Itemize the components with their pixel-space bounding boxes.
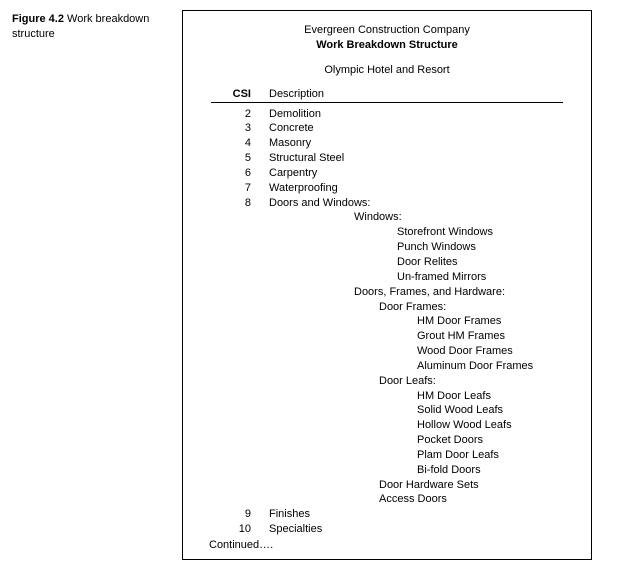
- doc-title: Work Breakdown Structure: [201, 38, 573, 53]
- table-row: 7Waterproofing: [211, 181, 563, 196]
- figure-box: Evergreen Construction Company Work Brea…: [182, 10, 592, 560]
- table-row: 10Specialties: [211, 522, 563, 537]
- caption-label: Figure 4.2: [12, 13, 64, 25]
- company-name: Evergreen Construction Company: [201, 23, 573, 38]
- table-row: Punch Windows: [211, 240, 563, 255]
- table-row: Bi-fold Doors: [211, 463, 563, 478]
- table-row: Door Frames:: [211, 300, 563, 315]
- table-row: Aluminum Door Frames: [211, 359, 563, 374]
- table-row: Pocket Doors: [211, 433, 563, 448]
- table-row: 4Masonry: [211, 136, 563, 151]
- table-row: Door Hardware Sets: [211, 478, 563, 493]
- wbs-rows: 2Demolition 3Concrete 4Masonry 5Structur…: [211, 107, 563, 537]
- table-row: 3Concrete: [211, 121, 563, 136]
- table-row: Plam Door Leafs: [211, 448, 563, 463]
- doc-header: Evergreen Construction Company Work Brea…: [201, 23, 573, 78]
- table-row: Grout HM Frames: [211, 329, 563, 344]
- col-csi: CSI: [211, 88, 269, 100]
- table-row: Un-framed Mirrors: [211, 270, 563, 285]
- table-row: HM Door Leafs: [211, 389, 563, 404]
- project-name: Olympic Hotel and Resort: [201, 63, 573, 78]
- table-row: 9Finishes: [211, 507, 563, 522]
- table-row: 2Demolition: [211, 107, 563, 122]
- figure-caption: Figure 4.2 Work breakdown structure: [12, 10, 182, 560]
- table-row: 5Structural Steel: [211, 151, 563, 166]
- page: Figure 4.2 Work breakdown structure Ever…: [0, 0, 617, 570]
- table-row: HM Door Frames: [211, 314, 563, 329]
- column-headers: CSI Description: [211, 88, 563, 103]
- col-desc: Description: [269, 88, 563, 100]
- table-row: Doors, Frames, and Hardware:: [211, 285, 563, 300]
- continued-text: Continued….: [209, 539, 573, 551]
- table-row: Wood Door Frames: [211, 344, 563, 359]
- table-row: Access Doors: [211, 492, 563, 507]
- table-row: 8Doors and Windows:: [211, 196, 563, 211]
- table-row: 6Carpentry: [211, 166, 563, 181]
- table-row: Windows:: [211, 210, 563, 225]
- table-row: Hollow Wood Leafs: [211, 418, 563, 433]
- table-row: Solid Wood Leafs: [211, 403, 563, 418]
- table-row: Door Relites: [211, 255, 563, 270]
- table-row: Door Leafs:: [211, 374, 563, 389]
- table-row: Storefront Windows: [211, 225, 563, 240]
